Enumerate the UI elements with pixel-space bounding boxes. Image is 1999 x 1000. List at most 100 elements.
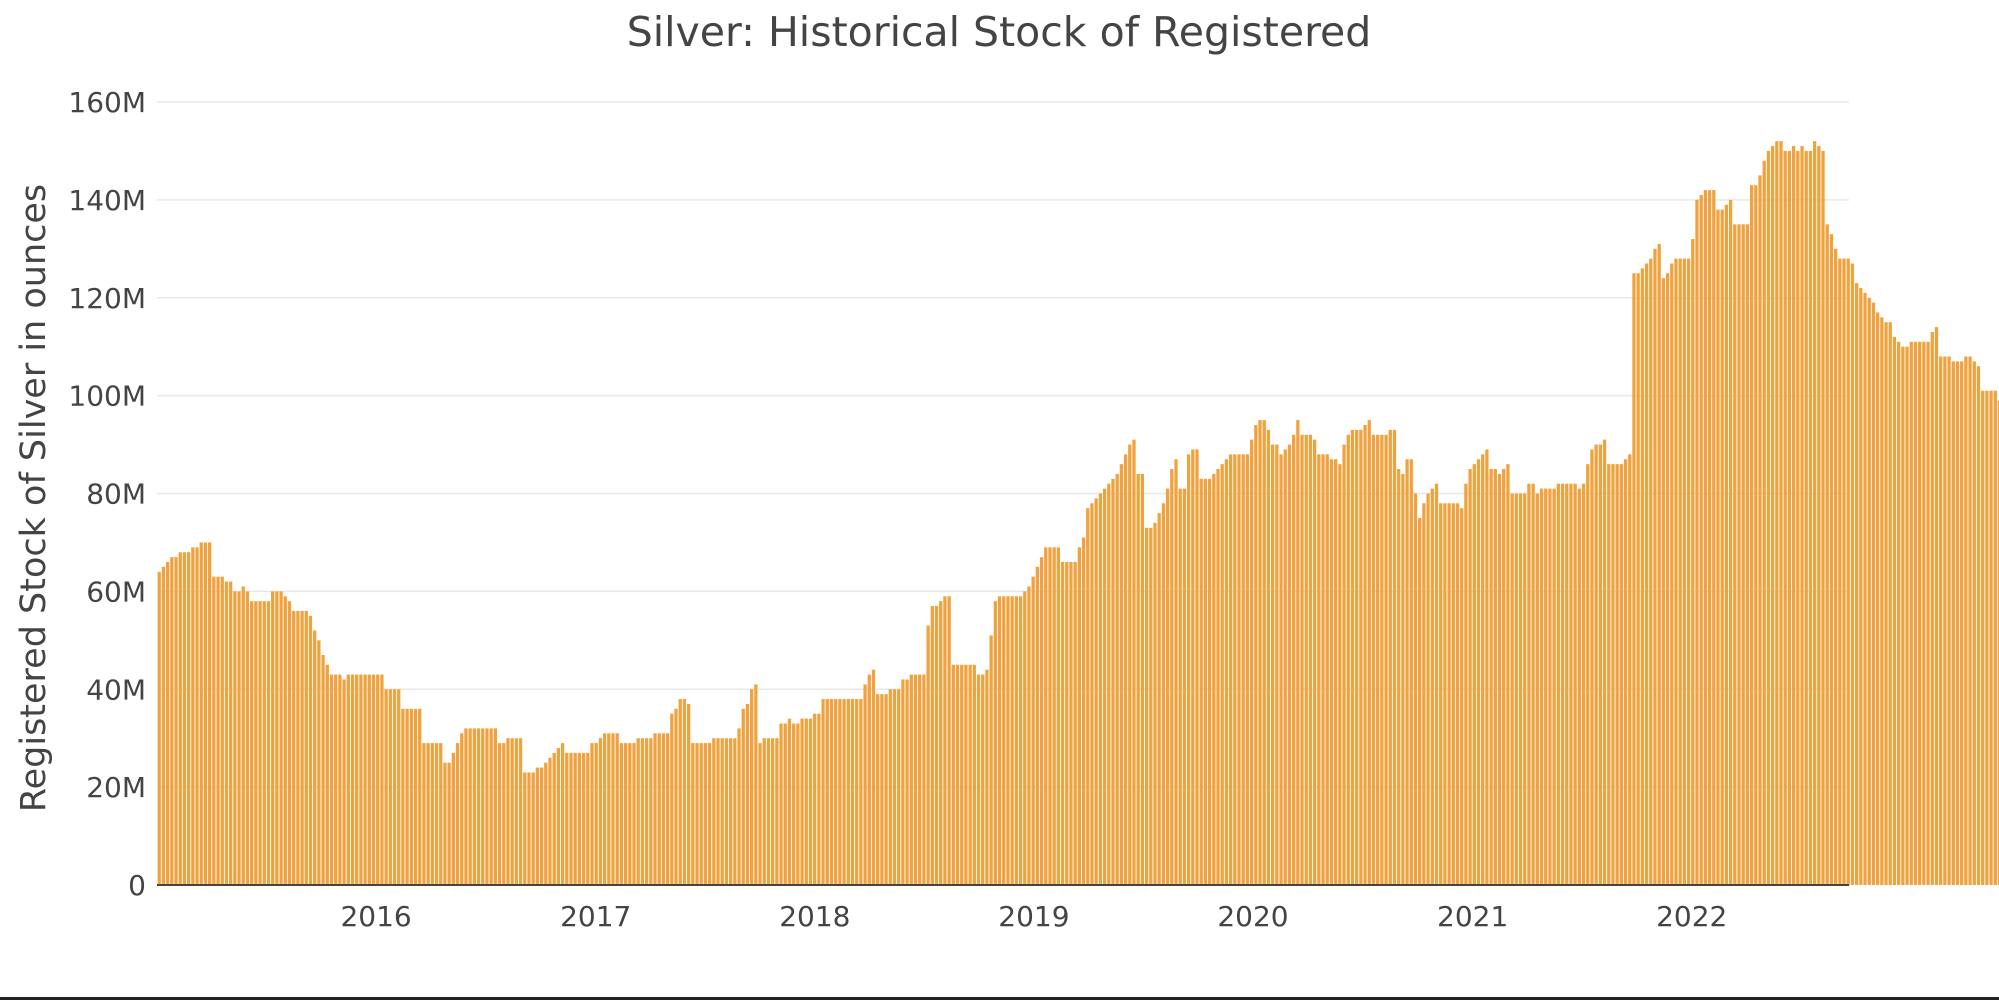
bar [1699, 194, 1703, 885]
bar [338, 674, 342, 885]
bar [1321, 454, 1325, 885]
bar [976, 674, 981, 885]
bar [1787, 150, 1792, 885]
bar [657, 733, 661, 885]
bar [1607, 464, 1611, 885]
bar [1418, 517, 1422, 885]
bar [1380, 434, 1384, 885]
bar [1434, 483, 1439, 885]
bar [472, 728, 476, 885]
bar [346, 674, 350, 885]
bar [661, 733, 666, 885]
bar [615, 733, 619, 885]
bar [871, 669, 876, 885]
bar [401, 708, 405, 885]
bar [1422, 503, 1426, 885]
bar [913, 674, 918, 885]
bar [649, 738, 653, 885]
bar [1892, 336, 1897, 885]
bar [1594, 444, 1598, 885]
bar [1678, 258, 1682, 886]
bar [850, 699, 855, 885]
bar [497, 743, 502, 885]
bar [632, 743, 636, 885]
bar [325, 664, 329, 885]
x-tick-label: 2016 [340, 900, 411, 933]
bar [1754, 185, 1758, 886]
bar [157, 571, 161, 885]
bar [548, 757, 552, 885]
bar [1628, 454, 1632, 885]
bar [1460, 508, 1464, 885]
bar [208, 542, 212, 885]
bar [1090, 503, 1094, 885]
bar [271, 591, 275, 885]
bar [985, 669, 989, 885]
bar [1468, 469, 1472, 885]
bar [678, 699, 682, 885]
bar [468, 728, 472, 885]
bar [779, 723, 783, 885]
bar [1560, 483, 1565, 885]
bar [1602, 439, 1607, 885]
bar [1611, 464, 1615, 885]
bar [1884, 322, 1888, 885]
bar [892, 689, 897, 885]
bar [544, 762, 548, 885]
bar [1972, 361, 1976, 885]
bar [1985, 390, 1989, 885]
bar [1258, 420, 1262, 885]
bar [989, 635, 993, 885]
bar [880, 694, 884, 885]
bar [964, 664, 968, 885]
bar [371, 674, 376, 885]
y-tick-label: 40M [86, 673, 146, 706]
bar [1203, 478, 1208, 885]
bar [531, 772, 535, 885]
bar [1455, 503, 1460, 885]
bar [1922, 341, 1926, 885]
bar [1913, 341, 1918, 885]
bar [1388, 429, 1392, 885]
bar [1502, 469, 1506, 885]
bar [1128, 444, 1132, 885]
bar [1552, 488, 1556, 885]
bar [1901, 346, 1905, 885]
bar [485, 728, 489, 885]
bar [968, 664, 972, 885]
bar [1359, 429, 1363, 885]
bar [1619, 464, 1623, 885]
bar [237, 591, 241, 885]
bar [1014, 596, 1018, 885]
bar [1812, 141, 1817, 885]
bar [1682, 258, 1687, 886]
bar [565, 752, 569, 885]
bar [888, 689, 892, 885]
bar [758, 743, 762, 885]
bar [1132, 439, 1136, 885]
bar [1796, 150, 1800, 885]
bar [523, 772, 527, 885]
bar [1123, 454, 1128, 885]
bar [233, 591, 237, 885]
bar [737, 728, 741, 885]
bar [1783, 150, 1787, 885]
bar [1228, 454, 1233, 885]
bar [1350, 429, 1355, 885]
bar [1287, 444, 1292, 885]
bar [1178, 488, 1182, 885]
bar [1888, 322, 1892, 885]
bar [317, 640, 321, 885]
bar [1186, 454, 1191, 885]
bar [1476, 459, 1481, 885]
bar [308, 615, 313, 885]
bar [1829, 234, 1834, 886]
bar [686, 703, 691, 885]
bar [1905, 346, 1909, 885]
bar [1968, 356, 1972, 886]
y-tick-label: 80M [86, 478, 146, 511]
bar [1850, 263, 1855, 885]
bar [1665, 273, 1670, 885]
bar [1653, 248, 1657, 885]
